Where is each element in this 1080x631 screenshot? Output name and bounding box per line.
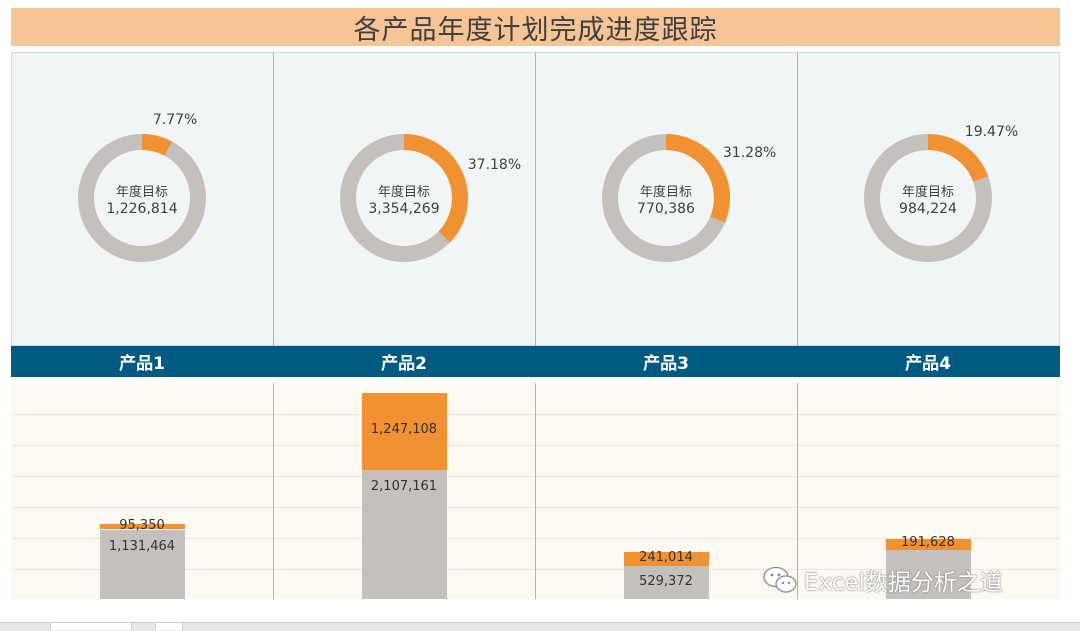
donut-percent-label: 19.47% — [964, 124, 1019, 141]
donut-percent-label: 37.18% — [467, 157, 522, 174]
page-title: 各产品年度计划完成进度跟踪 — [11, 8, 1060, 46]
donut-center-title: 年度目标 — [639, 185, 692, 200]
donut-chart: 31.28% 年度目标 770,386 — [535, 52, 797, 346]
donut-center-value: 984,224 — [899, 201, 957, 217]
donut-center-value: 770,386 — [637, 201, 695, 217]
bar-value-label: 191,628 — [901, 535, 955, 551]
bar-segment-added — [885, 538, 971, 551]
donut-completed-arc — [665, 134, 730, 223]
bar-segment-base — [361, 469, 447, 599]
column-divider — [535, 52, 536, 346]
bar-value-label: 1,131,464 — [108, 538, 176, 554]
bar-segment-added — [99, 523, 185, 530]
donut-chart: 7.77% 年度目标 1,226,814 — [11, 52, 273, 346]
donut-completed-arc — [403, 134, 468, 243]
column-divider — [797, 52, 798, 346]
donut-svg — [340, 134, 468, 262]
bar-value-label: 529,372 — [639, 573, 693, 589]
donut-percent-label: 31.28% — [722, 144, 777, 161]
donut-svg — [78, 134, 206, 262]
bar-segment-base — [885, 550, 971, 599]
bar-value-label: 95,350 — [119, 517, 165, 533]
donut-center-value: 1,226,814 — [106, 201, 178, 217]
bar-value-label: 241,014 — [639, 550, 693, 566]
sheet-tab[interactable] — [50, 623, 132, 630]
column-divider — [273, 383, 274, 599]
watermark: Excel数据分析之道 — [762, 562, 1003, 598]
bar-segment-base — [623, 566, 709, 599]
donut-chart: 37.18% 年度目标 3,354,269 — [273, 52, 535, 346]
watermark-text: Excel数据分析之道 — [804, 570, 1003, 596]
donut-completed-arc — [927, 134, 989, 183]
bar-segment-base — [99, 529, 185, 599]
donut-svg — [864, 134, 992, 262]
donut-completed-arc — [141, 134, 173, 156]
column-divider — [797, 383, 798, 599]
column-divider — [535, 383, 536, 599]
donut-center-value: 3,354,269 — [368, 201, 440, 217]
donut-chart: 19.47% 年度目标 984,224 — [797, 52, 1059, 346]
product-header-label: 产品4 — [905, 354, 951, 374]
donut-percent-label: 7.77% — [152, 112, 198, 129]
column-divider — [273, 52, 274, 346]
product-header-label: 产品1 — [119, 354, 165, 374]
donut-center-title: 年度目标 — [377, 185, 430, 200]
bar-value-label: 1,247,108 — [370, 422, 438, 438]
bar-segment-added — [361, 393, 447, 470]
bar-segment-added — [623, 551, 709, 567]
donut-center-title: 年度目标 — [115, 185, 168, 200]
product-header-band — [11, 346, 1060, 377]
product-header-label: 产品3 — [643, 354, 689, 374]
product-header-label: 产品2 — [381, 354, 427, 374]
donut-center-title: 年度目标 — [901, 185, 954, 200]
sheet-tab[interactable] — [155, 623, 183, 630]
bar-value-label: 2,107,161 — [370, 478, 438, 494]
wechat-icon — [763, 566, 797, 593]
sheet-tab-bar — [0, 622, 1080, 631]
donut-svg — [602, 134, 730, 262]
